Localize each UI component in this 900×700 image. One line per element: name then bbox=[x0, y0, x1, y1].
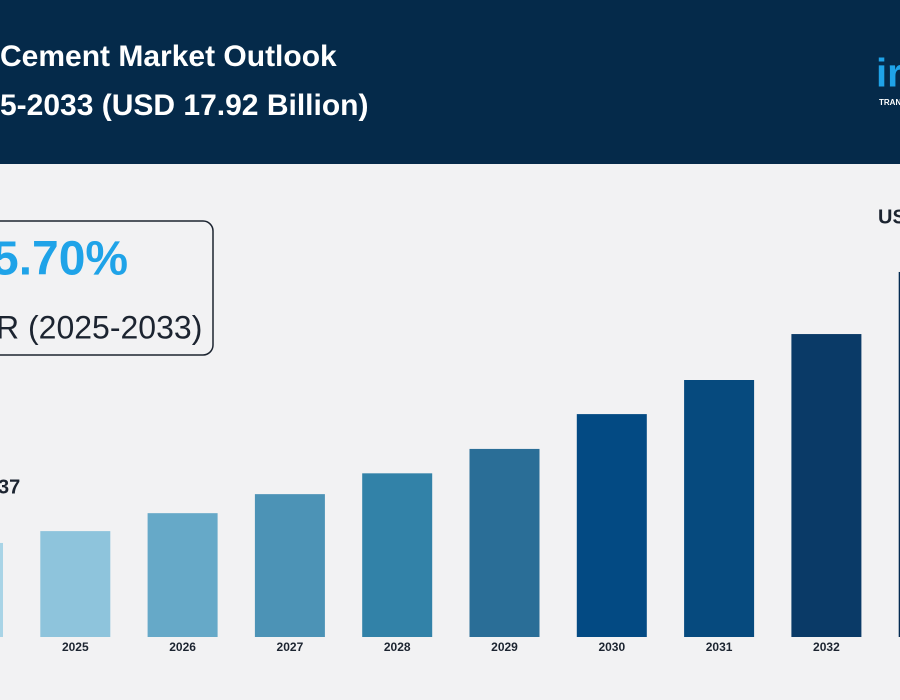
annotation: 37 bbox=[0, 476, 20, 498]
x-tick-label: 2026 bbox=[169, 640, 196, 654]
x-tick-label: 2031 bbox=[706, 640, 733, 654]
x-tick-label: 2029 bbox=[491, 640, 518, 654]
title-line: Cement Market Outlook bbox=[0, 40, 337, 73]
annotation: US bbox=[878, 206, 900, 228]
logo-text: TRAN bbox=[879, 98, 900, 107]
header bbox=[0, 0, 900, 164]
bar bbox=[254, 494, 325, 637]
bar bbox=[0, 542, 3, 637]
cagr-value: 5.70% bbox=[0, 233, 128, 286]
bar bbox=[362, 473, 433, 637]
bar bbox=[791, 334, 862, 637]
bar bbox=[469, 448, 540, 637]
x-tick-label: 2028 bbox=[384, 640, 411, 654]
cagr-box bbox=[0, 220, 214, 356]
title-line: 5-2033 (USD 17.92 Billion) bbox=[0, 89, 368, 122]
x-tick-label: 2025 bbox=[62, 640, 89, 654]
bar bbox=[576, 414, 647, 637]
bar bbox=[684, 380, 755, 637]
bar bbox=[147, 513, 218, 637]
bar bbox=[898, 271, 900, 637]
x-tick-label: 2030 bbox=[598, 640, 625, 654]
logo: ir bbox=[876, 52, 900, 96]
x-tick-label: 2032 bbox=[813, 640, 840, 654]
bar bbox=[40, 531, 111, 637]
x-tick-label: 2027 bbox=[277, 640, 304, 654]
cagr-label: R (2025-2033) bbox=[0, 309, 202, 345]
